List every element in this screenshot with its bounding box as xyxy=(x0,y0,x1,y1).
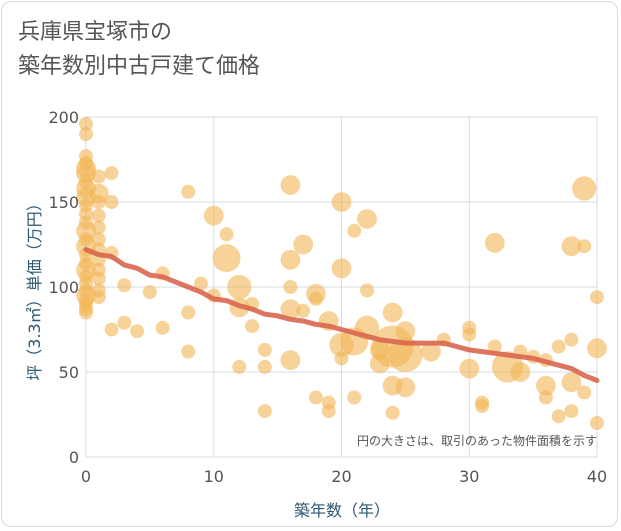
bubble-35 xyxy=(91,271,106,286)
trend-line-group xyxy=(83,247,600,383)
chart-title-line-1: 兵庫県宝塚市の xyxy=(18,20,173,45)
bubble-69 xyxy=(293,234,314,255)
y-tick-label-1: 50 xyxy=(59,363,79,382)
x-tick-label-3: 30 xyxy=(459,467,479,486)
chart-title: 兵庫県宝塚市の 築年数別中古戸建て価格 xyxy=(18,16,260,84)
bubble-117 xyxy=(564,404,579,419)
bubble-115 xyxy=(564,332,579,347)
bubble-68 xyxy=(280,350,301,370)
bubble-54 xyxy=(219,227,234,242)
bubble-39 xyxy=(104,195,119,209)
bubble-103 xyxy=(484,232,505,253)
bubble-102 xyxy=(475,399,490,413)
grid-lines xyxy=(85,116,598,458)
bubble-size-note: 円の大きさは、取引のあった物件面積を示す xyxy=(357,433,597,448)
trend-line xyxy=(83,247,600,383)
chart-title-line-2: 築年数別中古戸建て価格 xyxy=(18,54,261,79)
y-tick-label-2: 100 xyxy=(48,278,79,297)
bubble-84 xyxy=(357,209,377,229)
bubble-81 xyxy=(347,223,362,238)
bubble-112 xyxy=(551,339,566,354)
bubble-89 xyxy=(382,302,403,323)
bubble-70 xyxy=(296,303,311,318)
bubble-0 xyxy=(79,116,93,131)
y-tick-label-0: 0 xyxy=(69,448,79,467)
bubble-113 xyxy=(551,409,566,424)
bubble-78 xyxy=(331,258,352,279)
bubble-73 xyxy=(308,390,323,405)
bubble-94 xyxy=(388,337,423,373)
axes: 0 10 20 30 40 0 50 100 150 200 xyxy=(48,108,607,486)
bubble-77 xyxy=(331,192,352,212)
x-tick-label-2: 20 xyxy=(331,467,351,486)
y-tick-label-3: 150 xyxy=(48,193,79,212)
bubble-65 xyxy=(280,249,301,270)
bubble-1 xyxy=(79,127,93,141)
x-axis-label: 築年数（年） xyxy=(294,501,390,520)
bubble-106 xyxy=(510,362,531,382)
bubble-37 xyxy=(91,290,106,305)
bubble-85 xyxy=(360,283,375,298)
bubble-30 xyxy=(91,220,106,235)
bubble-60 xyxy=(245,319,260,334)
bubble-56 xyxy=(227,274,252,300)
bubble-111 xyxy=(538,390,553,405)
bubble-76 xyxy=(321,404,336,419)
x-tick-label-0: 0 xyxy=(81,467,91,486)
bubble-45 xyxy=(142,285,157,300)
bubble-29 xyxy=(91,208,106,223)
bubble-96 xyxy=(421,341,441,362)
bubble-118 xyxy=(572,176,597,201)
y-tick-label-4: 200 xyxy=(48,108,79,127)
bubble-123 xyxy=(590,416,604,430)
bubble-48 xyxy=(181,184,196,199)
bubble-51 xyxy=(193,276,208,291)
bubble-61 xyxy=(257,342,272,357)
bubble-67 xyxy=(280,299,301,319)
bubble-42 xyxy=(117,278,132,293)
bubble-49 xyxy=(181,305,196,320)
bubble-64 xyxy=(280,175,301,195)
bubble-80 xyxy=(334,351,349,366)
bubble-119 xyxy=(577,239,592,254)
bubble-52 xyxy=(203,205,224,226)
bubble-25 xyxy=(79,305,93,320)
bubble-100 xyxy=(459,358,480,379)
bubble-110 xyxy=(536,375,556,396)
bubble-121 xyxy=(590,290,604,305)
bubble-122 xyxy=(587,338,607,359)
bubble-58 xyxy=(232,359,247,374)
bubble-114 xyxy=(561,236,582,257)
x-tick-label-4: 40 xyxy=(587,467,607,486)
bubble-47 xyxy=(155,320,170,335)
bubble-26 xyxy=(91,169,106,184)
bubble-44 xyxy=(130,324,145,339)
bubble-38 xyxy=(104,166,119,181)
bubble-43 xyxy=(117,315,132,330)
y-axis-label: 坪（3.3㎡）単価（万円） xyxy=(25,195,44,380)
bubble-63 xyxy=(257,404,272,419)
bubble-28 xyxy=(91,195,106,209)
bubble-83 xyxy=(347,390,362,405)
bubble-93 xyxy=(395,321,416,342)
bubble-55 xyxy=(212,244,241,273)
bubble-31 xyxy=(91,232,106,247)
bubble-104 xyxy=(487,339,502,354)
bubble-95 xyxy=(395,377,416,398)
bubble-72 xyxy=(308,291,323,306)
bubble-50 xyxy=(181,344,196,359)
bubble-120 xyxy=(577,385,592,400)
bubble-92 xyxy=(385,405,400,420)
bubble-41 xyxy=(104,322,119,337)
bubble-99 xyxy=(462,327,477,342)
bubble-62 xyxy=(257,359,272,374)
bubble-116 xyxy=(561,372,582,393)
bubble-66 xyxy=(283,280,298,294)
x-tick-label-1: 10 xyxy=(204,467,224,486)
